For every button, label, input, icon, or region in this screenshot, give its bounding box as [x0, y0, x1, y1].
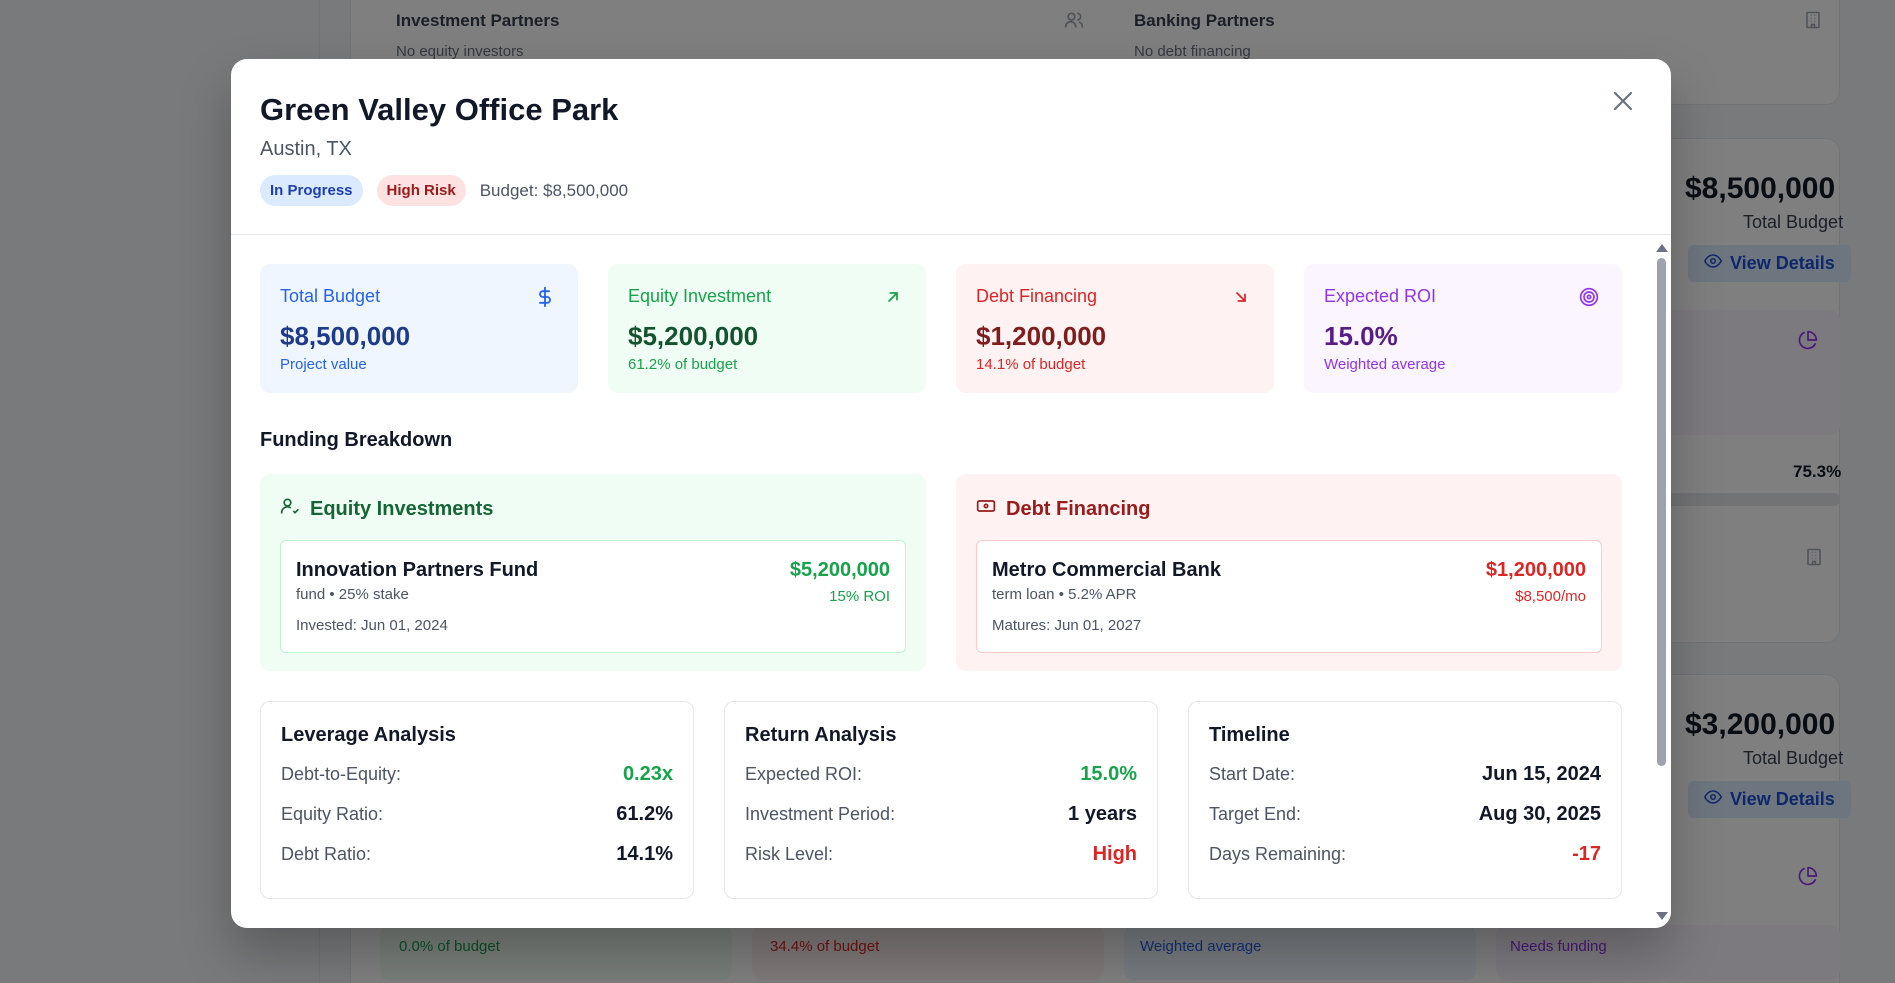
metric-row: Debt-to-Equity: 0.23x	[281, 761, 673, 787]
funding-row: Equity Investments Innovation Partners F…	[260, 474, 1622, 671]
project-title: Green Valley Office Park	[260, 92, 619, 127]
return-analysis-card: Return Analysis Expected ROI: 15.0% Inves…	[724, 701, 1158, 899]
stat-value: $1,200,000	[976, 321, 1107, 351]
budget-text: Budget: $8,500,000	[479, 180, 629, 200]
metric-label: Days Remaining:	[1209, 843, 1347, 864]
metric-value: High	[1092, 842, 1137, 865]
equity-investment-card: Equity Investment $5,200,000 61.2% of bu…	[608, 264, 926, 393]
lender-payment: $8,500/mo	[1515, 588, 1586, 605]
funding-breakdown-title: Funding Breakdown	[260, 429, 453, 451]
stats-row: Total Budget $8,500,000 Project value Eq…	[260, 264, 1622, 393]
metric-value: Jun 15, 2024	[1482, 762, 1601, 785]
metric-row: Expected ROI: 15.0%	[745, 761, 1137, 787]
total-budget-card: Total Budget $8,500,000 Project value	[260, 264, 578, 393]
scroll-thumb[interactable]	[1657, 258, 1666, 766]
metric-label: Expected ROI:	[745, 763, 863, 784]
stat-label: Equity Investment	[628, 286, 772, 306]
investor-name: Innovation Partners Fund	[296, 559, 539, 581]
close-button[interactable]	[1609, 89, 1637, 117]
lender-amount: $1,200,000	[1485, 559, 1586, 581]
debt-heading: Debt Financing	[976, 496, 1602, 522]
stat-sub: Project value	[280, 356, 367, 373]
metric-row: Equity Ratio: 61.2%	[281, 801, 673, 827]
modal-header: Green Valley Office Park Austin, TX In P…	[231, 59, 1671, 235]
metric-value: 0.23x	[622, 762, 673, 785]
metric-row: Risk Level: High	[745, 841, 1137, 867]
investor-amount: $5,200,000	[789, 559, 890, 581]
metric-row: Investment Period: 1 years	[745, 801, 1137, 827]
metric-value: Aug 30, 2025	[1478, 802, 1601, 825]
equity-heading: Equity Investments	[280, 496, 906, 522]
stat-value: $8,500,000	[280, 321, 411, 351]
modal-body[interactable]: Total Budget $8,500,000 Project value Eq…	[231, 236, 1651, 928]
metric-row: Start Date: Jun 15, 2024	[1209, 761, 1601, 787]
metric-row: Debt Ratio: 14.1%	[281, 841, 673, 867]
metric-value: 61.2%	[616, 802, 673, 825]
scroll-up-arrow[interactable]	[1656, 244, 1668, 252]
risk-badge: High Risk	[376, 175, 466, 207]
metric-label: Start Date:	[1209, 763, 1296, 784]
investor-roi: 15% ROI	[829, 588, 890, 605]
stat-sub: 14.1% of budget	[976, 356, 1086, 373]
equity-investor-card[interactable]: Innovation Partners Fund fund • 25% stak…	[280, 540, 906, 653]
badge-row: In Progress High Risk Budget: $8,500,000	[260, 175, 1642, 207]
close-icon	[1613, 91, 1633, 111]
metric-label: Risk Level:	[745, 843, 834, 864]
arrow-up-right-icon	[882, 286, 904, 308]
metric-value: -17	[1572, 842, 1601, 865]
lender-card[interactable]: Metro Commercial Bank term loan • 5.2% A…	[976, 540, 1602, 653]
arrow-down-right-icon	[1230, 286, 1252, 308]
project-location: Austin, TX	[260, 138, 352, 161]
equity-investments-panel: Equity Investments Innovation Partners F…	[260, 474, 926, 671]
metric-label: Debt Ratio:	[281, 843, 372, 864]
stat-value: $5,200,000	[628, 321, 759, 351]
card-title: Return Analysis	[745, 724, 897, 746]
stat-label: Debt Financing	[976, 286, 1098, 306]
analysis-row: Leverage Analysis Debt-to-Equity: 0.23x E…	[260, 701, 1622, 899]
metric-label: Target End:	[1209, 803, 1302, 824]
leverage-analysis-card: Leverage Analysis Debt-to-Equity: 0.23x E…	[260, 701, 694, 899]
stat-sub: 61.2% of budget	[628, 356, 738, 373]
equity-heading-label: Equity Investments	[310, 497, 494, 520]
stat-label: Expected ROI	[1324, 286, 1437, 306]
metric-value: 14.1%	[616, 842, 673, 865]
metric-label: Equity Ratio:	[281, 803, 384, 824]
card-title: Timeline	[1209, 724, 1290, 746]
stat-value: 15.0%	[1324, 321, 1398, 351]
metric-row: Days Remaining: -17	[1209, 841, 1601, 867]
investor-meta: fund • 25% stake	[296, 586, 409, 603]
status-badge: In Progress	[260, 175, 363, 207]
metric-label: Debt-to-Equity:	[281, 763, 402, 784]
project-details-modal: Green Valley Office Park Austin, TX In P…	[231, 59, 1671, 928]
card-title: Leverage Analysis	[281, 724, 456, 746]
debt-heading-label: Debt Financing	[1006, 497, 1151, 520]
scroll-down-arrow[interactable]	[1656, 912, 1668, 920]
timeline-card: Timeline Start Date: Jun 15, 2024 Target …	[1188, 701, 1622, 899]
user-check-icon	[280, 496, 300, 522]
modal-scrollbar[interactable]	[1651, 236, 1671, 928]
metric-value: 15.0%	[1080, 762, 1137, 785]
lender-meta: term loan • 5.2% APR	[992, 586, 1137, 603]
debt-financing-panel: Debt Financing Metro Commercial Bank ter…	[956, 474, 1622, 671]
metric-row: Target End: Aug 30, 2025	[1209, 801, 1601, 827]
debt-financing-card: Debt Financing $1,200,000 14.1% of budge…	[956, 264, 1274, 393]
metric-value: 1 years	[1068, 802, 1137, 825]
lender-date: Matures: Jun 01, 2027	[992, 617, 1142, 634]
metric-label: Investment Period:	[745, 803, 896, 824]
expected-roi-card: Expected ROI 15.0% Weighted average	[1304, 264, 1622, 393]
stat-sub: Weighted average	[1324, 356, 1446, 373]
lender-name: Metro Commercial Bank	[992, 559, 1221, 581]
target-icon	[1578, 286, 1600, 308]
stat-label: Total Budget	[280, 286, 381, 306]
banknote-icon	[976, 496, 996, 522]
dollar-icon	[534, 286, 556, 308]
investor-date: Invested: Jun 01, 2024	[296, 617, 448, 634]
